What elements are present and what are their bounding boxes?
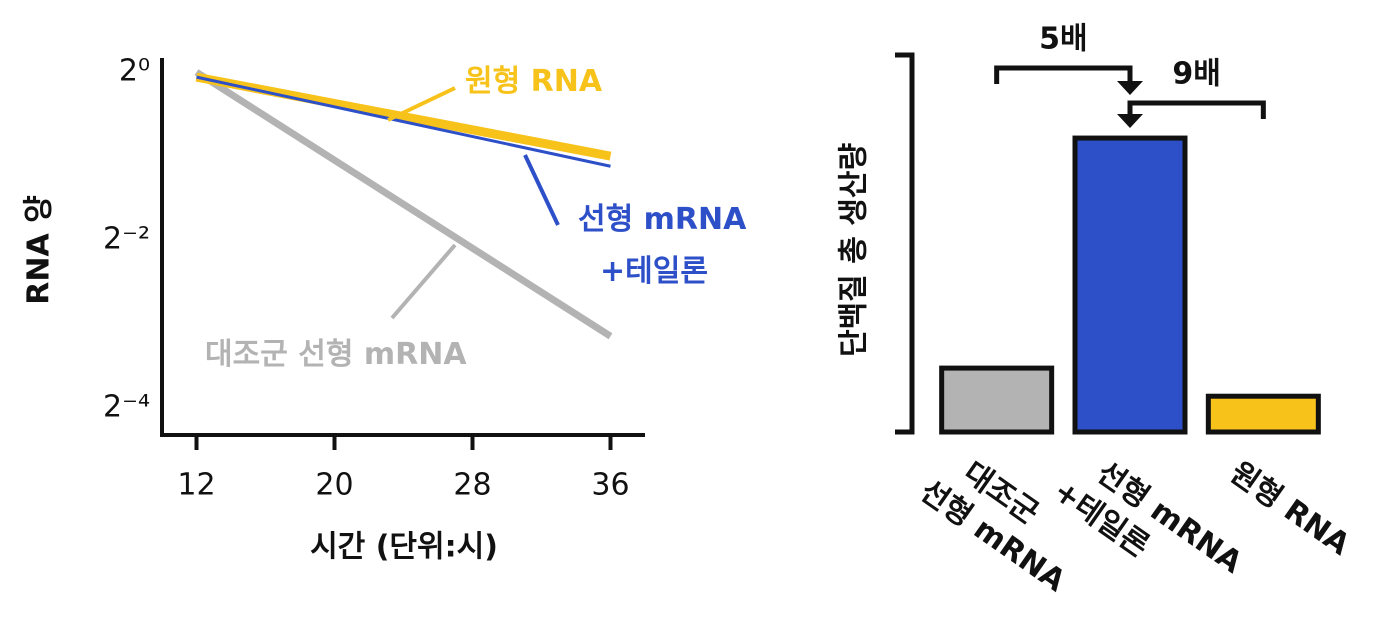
series-label: 대조군 선형 mRNA (205, 337, 467, 372)
y-tick-label: 2⁻⁴ (103, 389, 150, 424)
leader-line (523, 154, 560, 226)
y-tick-label: 2⁻² (103, 222, 150, 257)
leader-line (390, 243, 457, 320)
x-tick-label: 대조군선형 mRNA (914, 441, 1096, 599)
series-label: 선형 mRNA +테일론 (578, 202, 747, 289)
x-axis-label: 시간 (단위:시) (310, 530, 498, 565)
arrow-head (1117, 81, 1143, 95)
bar (1205, 393, 1321, 435)
y-axis-label: RNA 양 (22, 195, 57, 304)
series-label: 원형 RNA (465, 64, 603, 99)
x-tick-label: 36 (591, 468, 629, 503)
x-tick-label: 선형 mRNA+테일론 (1047, 441, 1249, 614)
y-axis-label: 단백질 총 생산량 (837, 143, 872, 357)
bracket (994, 65, 1133, 84)
x-tick-label: 28 (453, 468, 491, 503)
x-tick-label: 원형 RNA (1224, 455, 1357, 563)
bar (1072, 135, 1188, 435)
bar (939, 365, 1055, 435)
y-tick-label: 2⁰ (119, 54, 150, 89)
arrow-head (1117, 114, 1143, 128)
series-line (194, 69, 613, 340)
bracket (1127, 100, 1266, 119)
series-line (196, 75, 611, 168)
leader-line (387, 86, 456, 122)
series-line (195, 72, 612, 161)
x-tick-label: 12 (177, 468, 215, 503)
annotation: 9배 (1172, 57, 1220, 92)
y-bracket (895, 52, 915, 435)
annotation: 5배 (1039, 22, 1087, 57)
x-tick-label: 20 (315, 468, 353, 503)
